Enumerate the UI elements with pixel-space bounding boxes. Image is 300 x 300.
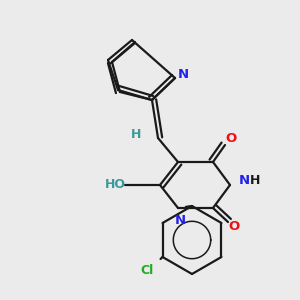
Text: HO: HO [104, 178, 125, 191]
Text: H: H [131, 128, 141, 140]
Text: O: O [225, 133, 237, 146]
Text: H: H [250, 173, 260, 187]
Text: N: N [174, 214, 186, 226]
Text: N: N [238, 173, 250, 187]
Text: N: N [177, 68, 189, 80]
Text: Cl: Cl [140, 263, 153, 277]
Text: O: O [228, 220, 240, 233]
